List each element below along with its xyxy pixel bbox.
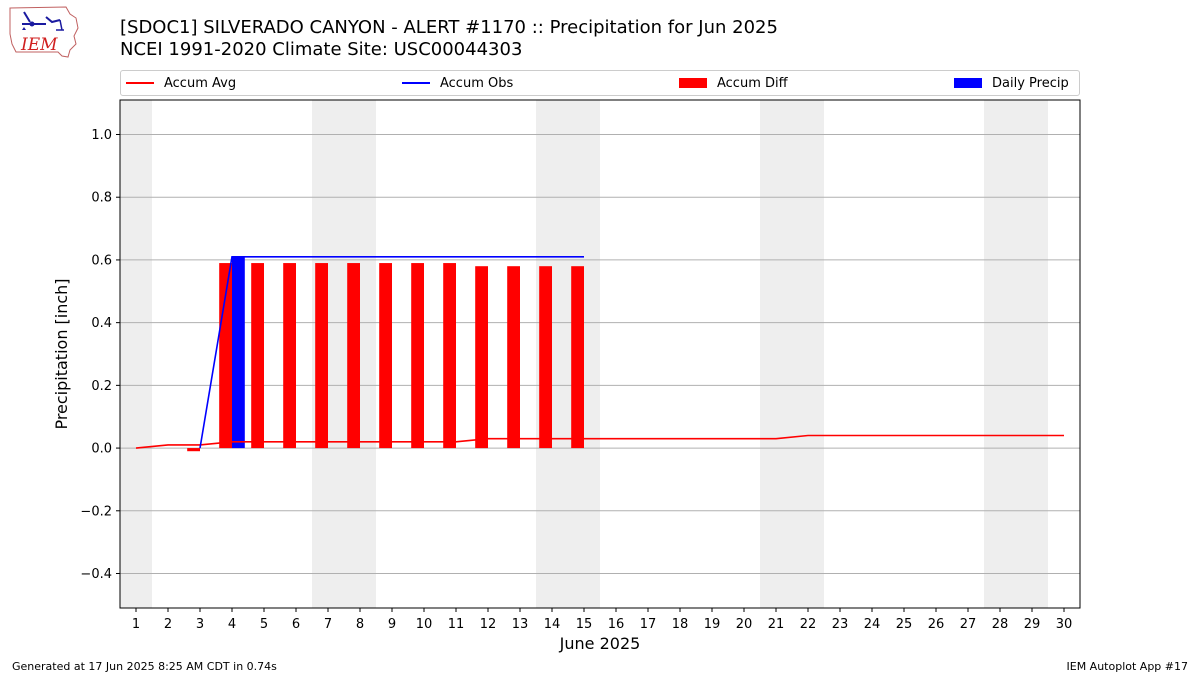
legend-item-accum-diff: Accum Diff xyxy=(679,71,788,95)
accum-diff-bar xyxy=(347,263,360,449)
x-tick-label: 14 xyxy=(544,617,561,632)
footer-generated-text: Generated at 17 Jun 2025 8:25 AM CDT in … xyxy=(12,660,277,673)
plot-frame xyxy=(119,99,1081,609)
legend-item-daily-precip: Daily Precip xyxy=(954,71,1069,95)
x-tick-label: 9 xyxy=(388,617,396,632)
weekend-shade xyxy=(984,100,1048,608)
legend-item-accum-avg: Accum Avg xyxy=(126,71,236,95)
x-tick-label: 10 xyxy=(416,617,433,632)
x-tick-label: 30 xyxy=(1056,617,1073,632)
x-tick-label: 16 xyxy=(608,617,625,632)
accum-diff-bar xyxy=(187,448,200,452)
x-tick-label: 26 xyxy=(928,617,945,632)
legend-swatch xyxy=(126,82,154,84)
y-tick-label: 1.0 xyxy=(91,128,112,143)
y-tick-label: 0.2 xyxy=(91,379,112,394)
accum-diff-bar xyxy=(283,263,296,449)
x-tick-label: 5 xyxy=(260,617,268,632)
x-tick-label: 6 xyxy=(292,617,300,632)
y-tick-label: 0.4 xyxy=(91,316,112,331)
x-tick-label: 22 xyxy=(800,617,817,632)
x-tick-label: 25 xyxy=(896,617,913,632)
accum-diff-bar xyxy=(379,263,392,449)
x-tick-label: 19 xyxy=(704,617,721,632)
accum-diff-bar xyxy=(539,266,552,449)
x-tick-label: 18 xyxy=(672,617,689,632)
legend-swatch xyxy=(402,82,430,84)
x-axis-label: June 2025 xyxy=(559,634,641,653)
x-tick-label: 21 xyxy=(768,617,785,632)
daily-precip-bar xyxy=(232,256,245,449)
x-tick-label: 3 xyxy=(196,617,204,632)
y-tick-label: 0.0 xyxy=(91,442,112,457)
chart-legend: Accum Avg Accum Obs Accum Diff Daily Pre… xyxy=(120,70,1080,96)
y-tick-label: −0.2 xyxy=(80,504,112,519)
x-tick-label: 12 xyxy=(480,617,497,632)
legend-label: Accum Avg xyxy=(164,75,237,91)
accum-diff-bar xyxy=(443,263,456,449)
accum-diff-bar xyxy=(475,266,488,449)
svg-text:IEM: IEM xyxy=(20,35,58,55)
x-tick-label: 2 xyxy=(164,617,172,632)
legend-swatch xyxy=(679,78,707,88)
legend-label: Accum Obs xyxy=(440,75,514,91)
legend-label: Accum Diff xyxy=(717,75,788,91)
accum-diff-bar xyxy=(571,266,584,449)
iem-logo: IEM xyxy=(6,4,82,64)
accum-obs-line xyxy=(199,255,584,449)
accum-diff-bar xyxy=(315,263,328,449)
x-tick-label: 4 xyxy=(228,617,236,632)
y-tick-label: 0.8 xyxy=(91,191,112,206)
accum-avg-line xyxy=(135,434,1064,449)
x-tick-label: 29 xyxy=(1024,617,1041,632)
weekend-shade xyxy=(120,100,152,608)
x-tick-label: 27 xyxy=(960,617,977,632)
y-tick-label: −0.4 xyxy=(80,567,112,582)
x-tick-label: 8 xyxy=(356,617,364,632)
x-tick-label: 17 xyxy=(640,617,657,632)
chart-title: [SDOC1] SILVERADO CANYON - ALERT #1170 :… xyxy=(120,17,778,38)
x-tick-label: 28 xyxy=(992,617,1009,632)
x-tick-label: 13 xyxy=(512,617,529,632)
x-tick-label: 24 xyxy=(864,617,881,632)
weekend-shade xyxy=(760,100,824,608)
x-tick-label: 1 xyxy=(132,617,140,632)
y-axis-label: Precipitation [inch] xyxy=(52,278,71,429)
legend-item-accum-obs: Accum Obs xyxy=(402,71,513,95)
legend-swatch xyxy=(954,78,982,88)
x-tick-label: 15 xyxy=(576,617,593,632)
footer-app-label: IEM Autoplot App #17 xyxy=(1066,660,1189,673)
accum-diff-bar xyxy=(219,263,232,449)
x-tick-label: 20 xyxy=(736,617,753,632)
accum-diff-bar xyxy=(507,266,520,449)
legend-label: Daily Precip xyxy=(992,75,1069,91)
x-tick-label: 23 xyxy=(832,617,849,632)
chart-subtitle: NCEI 1991-2020 Climate Site: USC00044303 xyxy=(120,39,523,60)
accum-diff-bar xyxy=(251,263,264,449)
accum-diff-bar xyxy=(411,263,424,449)
x-tick-label: 7 xyxy=(324,617,332,632)
x-tick-label: 11 xyxy=(448,617,465,632)
y-tick-label: 0.6 xyxy=(91,253,112,268)
